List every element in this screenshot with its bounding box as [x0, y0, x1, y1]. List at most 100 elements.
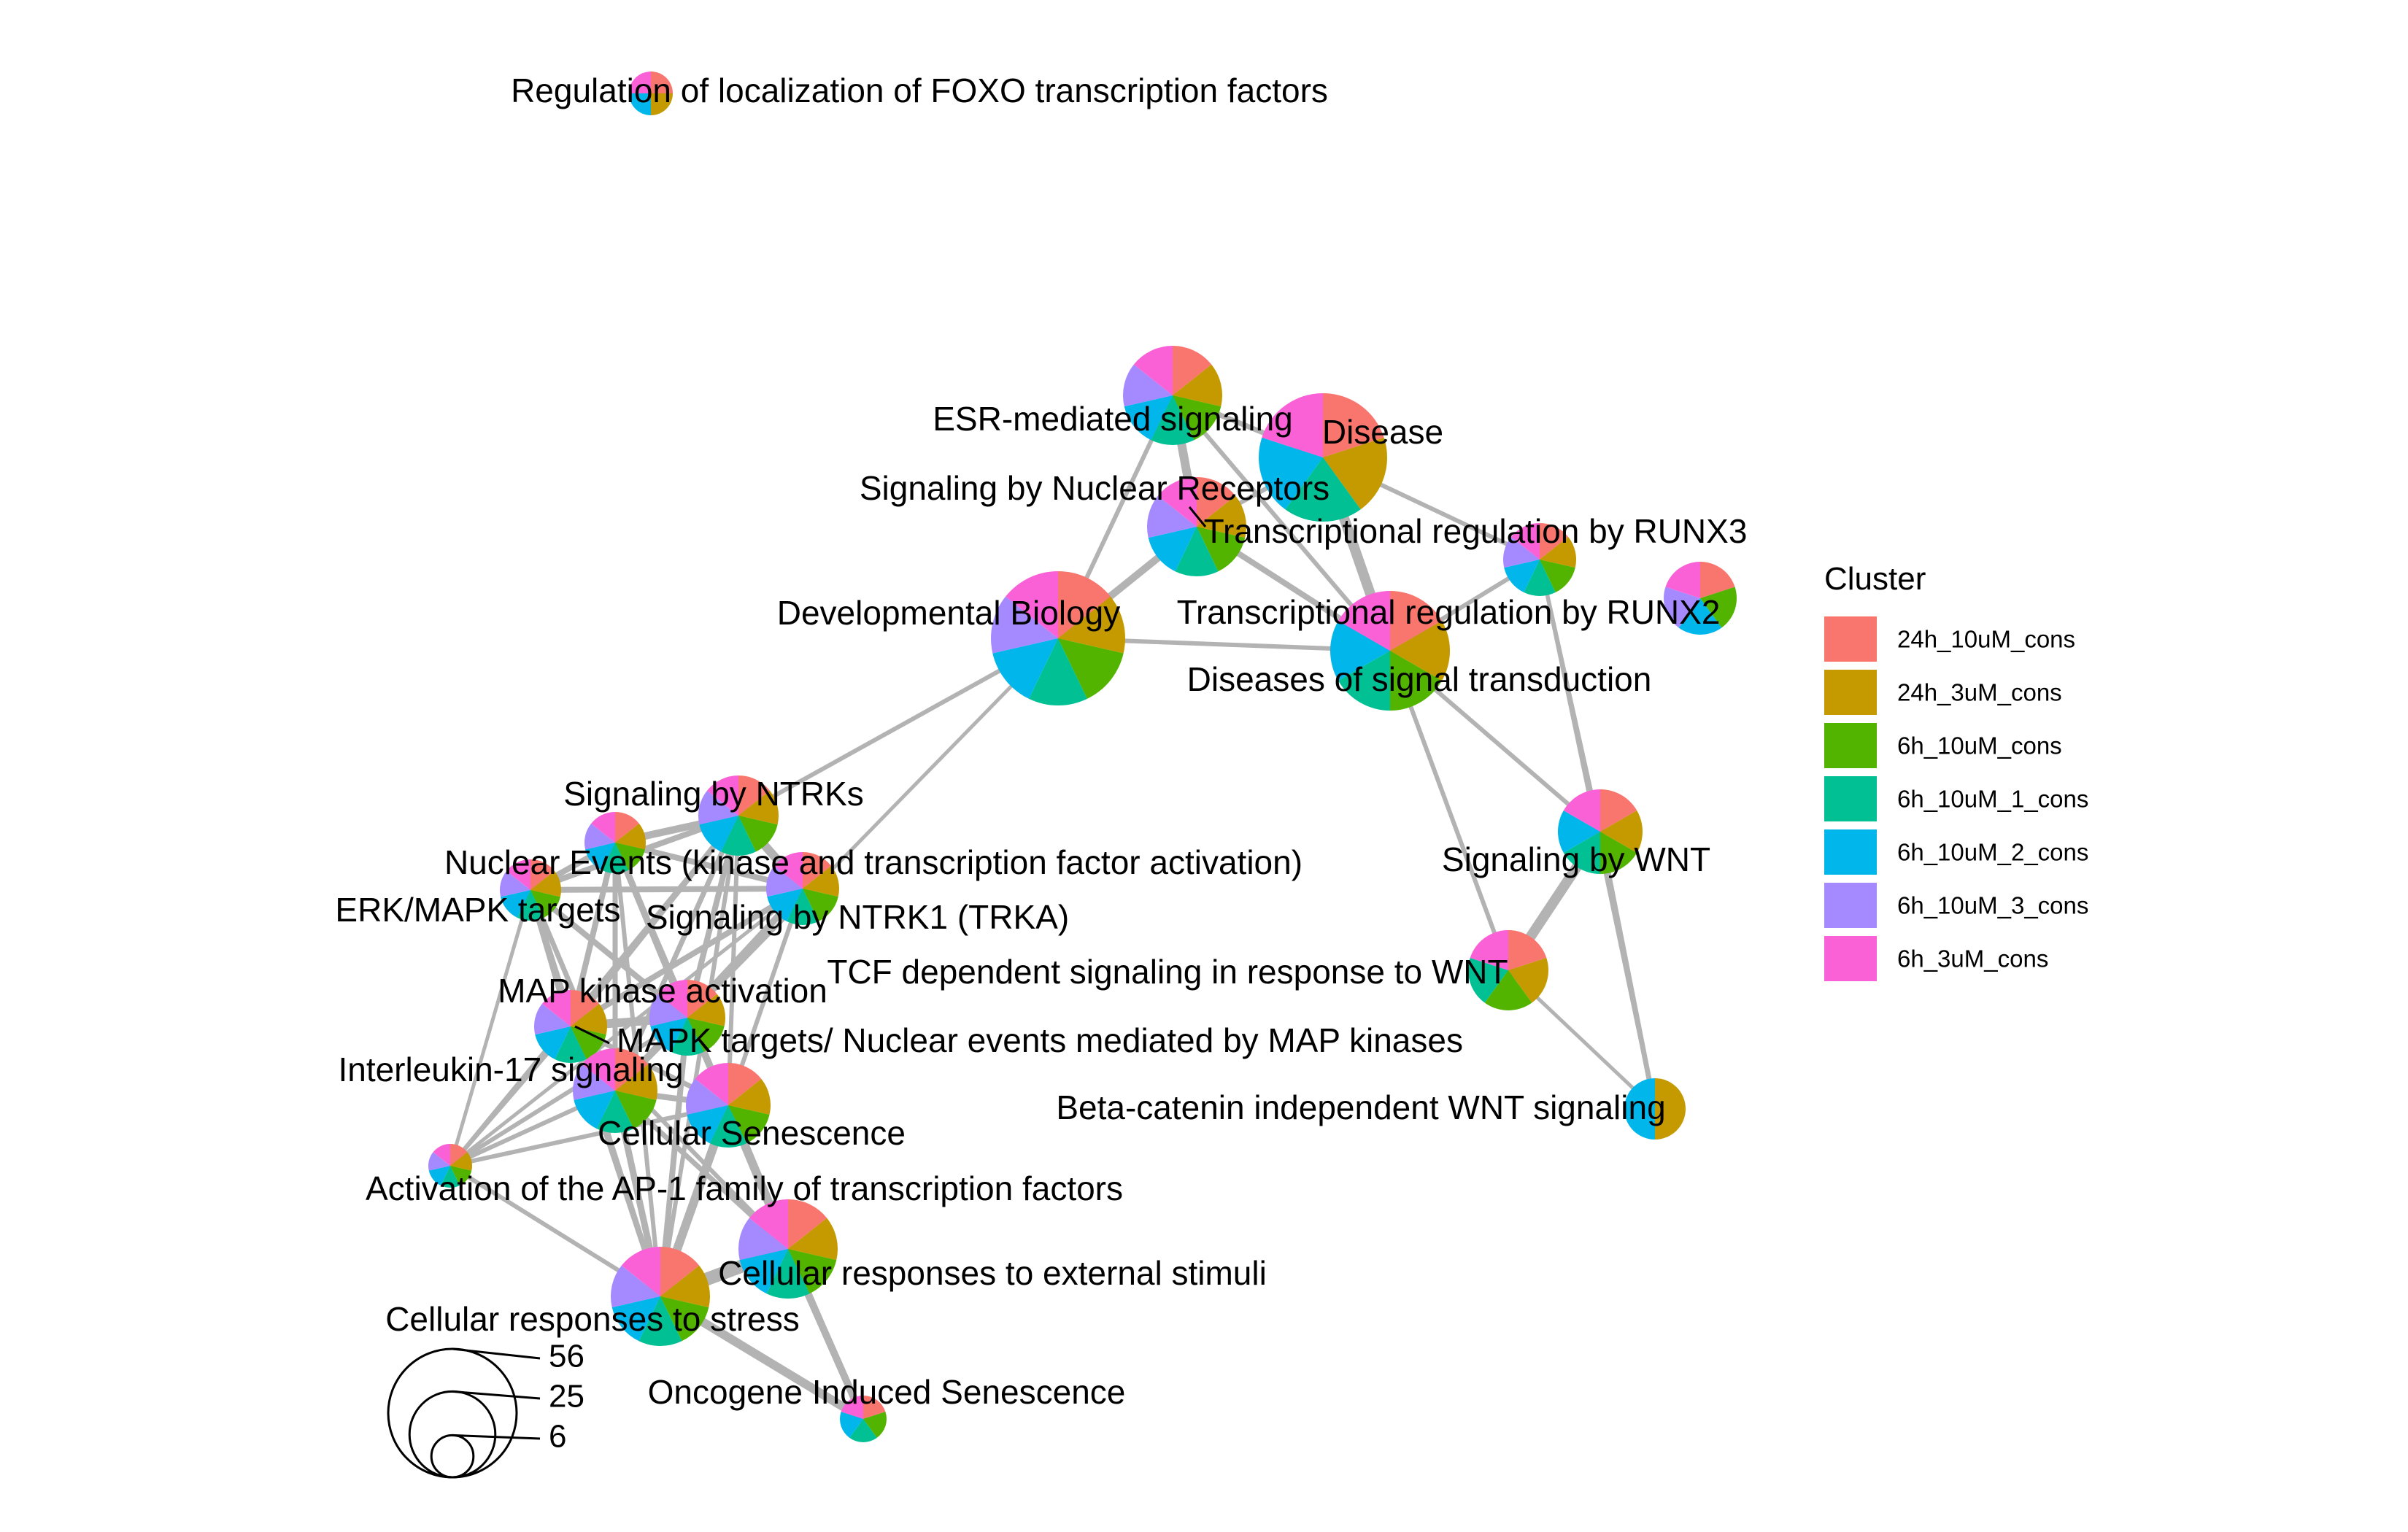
- pie-slice-ap1-6h_10uM_1_cons: [440, 1166, 460, 1188]
- edge-mapk_targets-ap1: [448, 1015, 690, 1168]
- pie-slice-disease-24h_3uM_cons: [1323, 437, 1387, 510]
- pie-slice-bcat-24h_3uM_cons: [1655, 1078, 1686, 1140]
- pie-slice-ap1-6h_10uM_2_cons: [428, 1166, 450, 1186]
- pie-slice-mapk_act-24h_10uM_cons: [571, 990, 600, 1026]
- pie-slice-ap1-6h_10uM_cons: [450, 1166, 472, 1186]
- edge-ntrk1-ap1: [448, 886, 805, 1168]
- node-foxo: [629, 71, 673, 115]
- pie-slice-mapk_targets-6h_10uM_3_cons: [649, 994, 687, 1026]
- pie-slice-erk-6h_10uM_cons: [530, 890, 560, 918]
- pie-slice-tcf-24h_3uM_cons: [1508, 958, 1548, 1003]
- pie-slice-esr-6h_10uM_cons: [1173, 395, 1222, 441]
- node-label-nuclear_events: Nuclear Events (kinase and transcription…: [444, 843, 1303, 881]
- node-label-devbio: Developmental Biology: [777, 594, 1121, 632]
- pie-slice-wnt-6h_10uM_2_cons: [1558, 811, 1600, 853]
- pie-slice-il17-24h_3uM_cons: [615, 1064, 657, 1100]
- pie-slice-stress-6h_10uM_3_cons: [611, 1265, 660, 1308]
- size-label-25: 25: [549, 1379, 584, 1415]
- node-runx2: [1330, 591, 1450, 711]
- pie-slice-snr-24h_10uM_cons: [1197, 477, 1236, 527]
- pie-slice-mapk_act-24h_3uM_cons: [571, 1003, 607, 1035]
- edge-devbio-mapk_targets: [685, 636, 1060, 1020]
- node-label-bcat: Beta-catenin independent WNT signaling: [1056, 1088, 1665, 1126]
- pie-slice-erk-24h_10uM_cons: [530, 859, 555, 890]
- node-devbio: [991, 571, 1125, 706]
- pie-slice-nuclear_events-6h_10uM_cons: [615, 843, 645, 870]
- pie-slice-snr-6h_10uM_cons: [1197, 527, 1246, 572]
- pie-slice-devbio-24h_10uM_cons: [1058, 571, 1111, 638]
- pie-slice-unlabeled_right-6h_10uM_2_cons: [1678, 598, 1722, 635]
- pie-slice-runx3-6h_3uM_cons: [1510, 523, 1540, 560]
- pie-slice-bcat-6h_10uM_2_cons: [1624, 1078, 1655, 1140]
- pie-slice-runx2-6h_3uM_cons: [1338, 591, 1390, 651]
- pie-slice-mapk_targets-6h_10uM_2_cons: [650, 1018, 687, 1052]
- node-snr: [1147, 477, 1246, 576]
- node-ap1: [428, 1144, 472, 1188]
- pie-slice-mapk_targets-6h_10uM_cons: [687, 1018, 725, 1052]
- legend-swatch-6h_10uM_2_cons: [1824, 829, 1877, 875]
- node-label-tcf: TCF dependent signaling in response to W…: [827, 953, 1508, 991]
- node-disease: [1258, 393, 1387, 522]
- pie-slice-nuclear_events-6h_10uM_3_cons: [584, 823, 615, 850]
- pie-slice-disease-6h_3uM_cons: [1262, 393, 1323, 457]
- pie-slice-nuclear_events-24h_10uM_cons: [615, 812, 639, 843]
- pie-slice-mapk_targets-6h_10uM_1_cons: [671, 1018, 704, 1056]
- pie-slice-ext_stim-24h_3uM_cons: [788, 1218, 838, 1261]
- pie-slice-runx2-6h_10uM_cons: [1390, 651, 1443, 711]
- pie-slice-unlabeled_right-6h_3uM_cons: [1665, 562, 1700, 598]
- legend-swatch-24h_3uM_cons: [1824, 670, 1877, 715]
- node-label-ext_stim: Cellular responses to external stimuli: [718, 1254, 1267, 1292]
- pie-slice-snr-6h_3uM_cons: [1157, 477, 1197, 527]
- legend-swatch-6h_10uM_cons: [1824, 723, 1877, 768]
- node-label-oncogene: Oncogene Induced Senescence: [648, 1373, 1126, 1411]
- pie-slice-mapk_act-6h_10uM_cons: [571, 1026, 606, 1060]
- pie-slice-esr-24h_3uM_cons: [1173, 364, 1222, 407]
- pie-slice-runx2-24h_10uM_cons: [1390, 591, 1443, 651]
- pie-slice-tcf-6h_3uM_cons: [1470, 930, 1508, 970]
- pie-slice-snr-6h_10uM_2_cons: [1148, 527, 1197, 572]
- node-erk: [500, 859, 561, 921]
- pie-slice-ntrks-6h_10uM_1_cons: [721, 816, 756, 856]
- node-label-erk: ERK/MAPK targets: [335, 891, 620, 929]
- pie-slice-mapk_act-6h_3uM_cons: [541, 990, 571, 1026]
- pie-slice-oncogene-6h_3uM_cons: [841, 1396, 863, 1419]
- pie-slice-ext_stim-6h_10uM_cons: [788, 1249, 837, 1294]
- pie-slice-ntrk1-6h_10uM_2_cons: [767, 889, 803, 922]
- pie-slice-devbio-6h_10uM_3_cons: [991, 596, 1058, 654]
- pie-slice-il17-24h_10uM_cons: [615, 1048, 649, 1091]
- pie-slice-il17-6h_10uM_cons: [615, 1091, 657, 1129]
- pie-slice-ntrk1-6h_10uM_cons: [803, 889, 838, 922]
- pie-slice-senescence-6h_10uM_1_cons: [709, 1105, 747, 1148]
- pie-slice-runx2-6h_10uM_2_cons: [1330, 621, 1390, 681]
- pie-slice-senescence-6h_10uM_3_cons: [685, 1078, 728, 1115]
- node-il17: [572, 1048, 657, 1134]
- edge-ap1-erk: [448, 888, 533, 1168]
- node-unlabeled_right: [1664, 562, 1737, 635]
- pie-slice-foxo-6h_3uM_cons: [629, 71, 651, 93]
- pie-slice-stress-6h_10uM_cons: [660, 1296, 709, 1342]
- node-label-wnt: Signaling by WNT: [1442, 840, 1710, 878]
- pie-slice-ap1-24h_10uM_cons: [450, 1144, 468, 1166]
- node-ext_stim: [738, 1199, 838, 1299]
- size-tick-56: [452, 1347, 541, 1360]
- pie-slice-ap1-6h_10uM_3_cons: [428, 1152, 450, 1171]
- node-oncogene: [840, 1396, 887, 1442]
- pie-slice-wnt-24h_3uM_cons: [1600, 811, 1643, 853]
- node-label-senescence: Cellular Senescence: [598, 1114, 906, 1152]
- pie-slice-runx3-6h_10uM_3_cons: [1503, 536, 1540, 568]
- node-senescence: [685, 1063, 771, 1148]
- pie-slice-disease-6h_10uM_2_cons: [1258, 437, 1323, 510]
- pie-slice-senescence-6h_10uM_cons: [728, 1105, 770, 1144]
- node-ntrks: [698, 775, 779, 856]
- pie-slice-snr-6h_10uM_1_cons: [1175, 527, 1219, 576]
- legend-label-6h_10uM_2_cons: 6h_10uM_2_cons: [1897, 839, 2088, 866]
- pie-slice-runx3-6h_10uM_1_cons: [1524, 560, 1556, 596]
- pie-slice-runx3-6h_10uM_cons: [1540, 560, 1575, 593]
- pie-slice-nuclear_events-6h_10uM_2_cons: [585, 843, 615, 870]
- pie-slice-nuclear_events-24h_3uM_cons: [615, 823, 646, 850]
- pie-slice-esr-6h_3uM_cons: [1133, 346, 1173, 395]
- pie-slice-senescence-24h_3uM_cons: [728, 1078, 771, 1115]
- legend-label-6h_3uM_cons: 6h_3uM_cons: [1897, 945, 2048, 972]
- pie-slice-ext_stim-6h_10uM_2_cons: [739, 1249, 788, 1294]
